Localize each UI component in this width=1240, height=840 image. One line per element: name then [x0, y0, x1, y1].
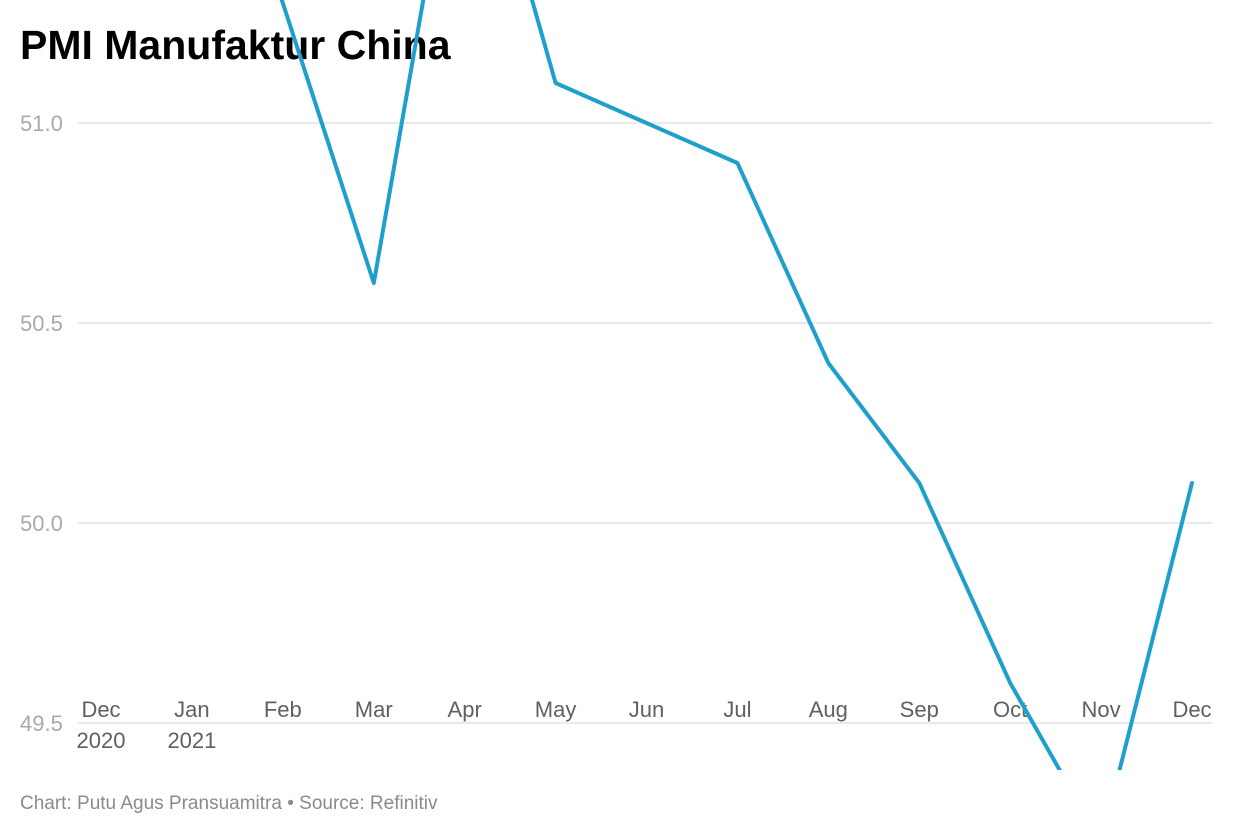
x-tick-label: Aug [809, 697, 848, 722]
x-tick-label: Nov [1082, 697, 1121, 722]
line-chart: 49.550.050.551.051.552.0 Dec2020Jan2021F… [20, 0, 1212, 770]
credit-label: Chart: [20, 793, 72, 814]
footer-separator: • [287, 793, 294, 814]
chart-title: PMI Manufaktur China [20, 22, 451, 68]
x-tick-label: Mar [355, 697, 393, 722]
x-tick-label: Sep [900, 697, 939, 722]
y-tick-label: 50.0 [20, 511, 63, 536]
x-tick-label: Jun [629, 697, 664, 722]
series-layer [279, 0, 1194, 770]
source-label: Source: [299, 793, 365, 814]
y-tick-label: 49.5 [20, 711, 63, 736]
x-tick-label: Dec [1172, 697, 1211, 722]
y-tick-label: 50.5 [20, 311, 63, 336]
y-axis-tick-labels: 49.550.050.551.051.552.0 [20, 111, 63, 736]
credit-name: Putu Agus Pransuamitra [77, 793, 282, 814]
source-name: Refinitiv [369, 793, 438, 814]
gridlines [78, 122, 1212, 724]
x-tick-label: Apr [448, 697, 482, 722]
x-tick-label: Dec 2020 [77, 697, 126, 753]
x-tick-label: Jul [723, 697, 751, 722]
chart-footer: Chart: Putu Agus Pransuamitra • Source: … [20, 793, 437, 815]
x-tick-label: Feb [264, 697, 302, 722]
y-tick-label: 51.0 [20, 111, 63, 136]
x-tick-label: Jan 2021 [167, 697, 216, 753]
x-tick-label: May [535, 697, 577, 722]
series-line [279, 0, 1194, 770]
